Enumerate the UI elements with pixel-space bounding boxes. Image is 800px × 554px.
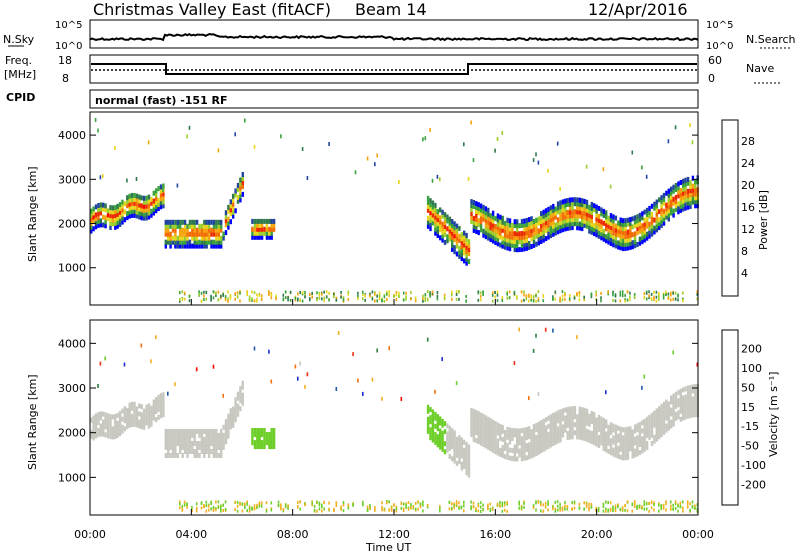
colorbar-tick-label: 100: [741, 362, 762, 375]
noise-tick-top-left: 10^5: [55, 20, 82, 31]
velocity-colorbar: 200 100 50 15 -15 -50 -100 -200: [721, 329, 766, 506]
noise-tick-bottom-left: 10^0: [55, 41, 82, 52]
velocity-y-axis-label: Slant Range [km]: [26, 374, 39, 470]
nave-tick-bottom: 0: [708, 72, 715, 85]
x-tick-label: 00:00: [74, 528, 106, 541]
colorbar-tick-label: -15: [741, 420, 759, 433]
velocity-colorbar-label: Velocity [m s⁻¹]: [767, 372, 780, 457]
freq-tick-top: 18: [58, 54, 72, 67]
freq-tick-bottom: 8: [62, 72, 69, 85]
cpid-label: CPID: [6, 91, 35, 104]
x-tick-label: 08:00: [277, 528, 309, 541]
y-tick-label: 4000: [58, 337, 86, 350]
velocity-y-ticks: 4000 3000 2000 1000: [58, 337, 698, 484]
x-tick-label: 20:00: [581, 528, 613, 541]
y-tick-label: 1000: [58, 471, 86, 484]
y-tick-label: 1000: [58, 262, 86, 275]
colorbar-tick-label: 200: [741, 342, 762, 355]
colorbar-tick-label: -100: [741, 459, 766, 472]
freq-panel-frame: [89, 54, 699, 84]
station-title: Christmas Valley East (fitACF): [93, 0, 331, 19]
y-tick-label: 3000: [58, 173, 86, 186]
colorbar-tick-label: 20: [741, 179, 755, 192]
colorbar-tick-label: 28: [741, 135, 755, 148]
colorbar-tick-label: 50: [741, 381, 755, 394]
colorbar-tick-label: -200: [741, 479, 766, 492]
colorbar-tick-label: -50: [741, 440, 759, 453]
x-tick-label: 12:00: [378, 528, 410, 541]
power-colorbar: 28 24 20 16 12 8 4: [721, 119, 755, 297]
noise-sky-series: [89, 32, 699, 42]
power-y-axis-label: Slant Range [km]: [26, 166, 39, 262]
velocity-panel-frame: [89, 319, 699, 516]
colorbar-tick-label: 16: [741, 201, 755, 214]
y-tick-label: 3000: [58, 382, 86, 395]
colorbar-tick-label: 24: [741, 157, 755, 170]
power-heatmap-cells: [90, 117, 699, 303]
nave-tick-top: 60: [708, 54, 722, 67]
colorbar-tick-label: 8: [741, 245, 748, 258]
noise-tick-bottom-right: 10^0: [706, 41, 733, 52]
nsky-label: N.Sky: [3, 33, 35, 46]
cpid-panel-frame: [89, 89, 699, 109]
x-axis-label: Time UT: [365, 541, 411, 554]
velocity-heatmap-cells: [90, 327, 699, 513]
x-tick-label: 00:00: [682, 528, 714, 541]
x-tick-label: 16:00: [479, 528, 511, 541]
date-title: 12/Apr/2016: [588, 0, 688, 19]
nave-label: Nave: [746, 62, 774, 75]
x-axis-ticks: 00:00 04:00 08:00 12:00 16:00 20:00 00:00: [74, 299, 714, 541]
colorbar-tick-label: 12: [741, 223, 755, 236]
noise-tick-top-right: 10^5: [706, 20, 733, 31]
x-tick-label: 04:00: [175, 528, 207, 541]
y-tick-label: 2000: [58, 218, 86, 231]
freq-label-2: [MHz]: [4, 68, 36, 81]
y-tick-label: 4000: [58, 129, 86, 142]
power-panel-frame: [89, 111, 699, 306]
colorbar-tick-label: 15: [741, 401, 755, 414]
nsearch-label: N.Search: [746, 33, 796, 46]
frequency-series: [91, 63, 697, 75]
freq-label-1: Freq.: [5, 54, 32, 67]
beam-title: Beam 14: [355, 0, 427, 19]
y-tick-label: 2000: [58, 427, 86, 440]
power-y-ticks: 4000 3000 2000 1000: [58, 129, 698, 275]
noise-panel-frame: [89, 19, 699, 49]
colorbar-tick-label: 4: [741, 267, 748, 280]
cpid-text: normal (fast) -151 RF: [95, 94, 228, 107]
power-colorbar-label: Power [dB]: [757, 190, 770, 250]
